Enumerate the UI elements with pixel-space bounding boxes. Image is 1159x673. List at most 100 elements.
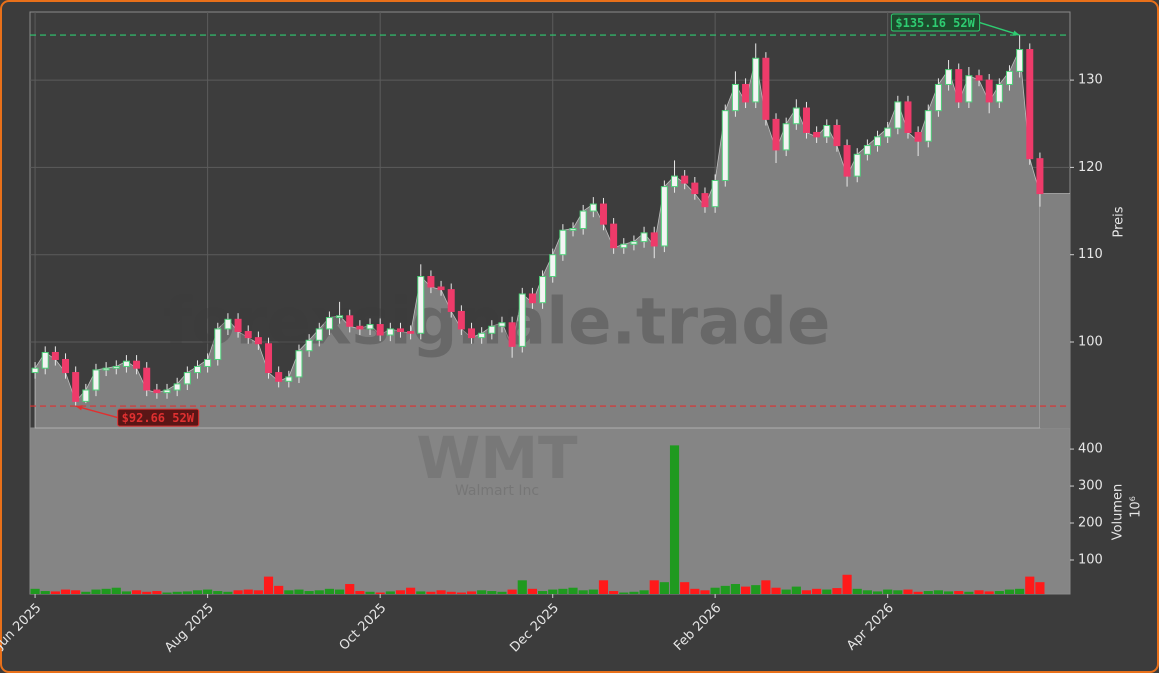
volume-bar — [883, 589, 893, 594]
volume-bar — [700, 590, 710, 594]
volume-bar — [142, 591, 152, 594]
volume-bar — [923, 591, 933, 594]
volume-bar — [1015, 588, 1025, 594]
candle-body — [945, 69, 953, 85]
candle-body — [650, 232, 658, 247]
candle-body — [569, 228, 577, 231]
candle-body — [731, 83, 739, 112]
volume-bar — [680, 582, 690, 594]
candle-body — [92, 369, 100, 391]
y-tick-label: 100 — [1078, 335, 1103, 350]
volume-bar — [284, 590, 294, 594]
candle-body — [975, 75, 983, 81]
volume-bar — [984, 591, 994, 594]
candle-body — [82, 389, 90, 402]
annotation-label: $135.16 52W — [895, 16, 975, 30]
candle-body — [437, 286, 445, 291]
volume-bar — [741, 586, 751, 594]
volume-bar — [233, 590, 243, 594]
volume-bar — [862, 590, 872, 594]
candle-body — [833, 124, 841, 147]
volume-bar — [1035, 582, 1045, 594]
candle-body — [214, 328, 222, 360]
volume-bar — [203, 589, 213, 594]
candle-body — [610, 223, 618, 249]
volume-bar — [324, 588, 334, 594]
candle-body — [549, 254, 557, 278]
candle-body — [41, 351, 49, 369]
candle-body — [681, 175, 689, 184]
volume-bar — [385, 591, 395, 594]
volume-bar — [933, 590, 943, 594]
candle-body — [924, 110, 932, 142]
volume-bar — [466, 591, 477, 594]
candle-body — [62, 358, 70, 374]
candle-body — [478, 332, 486, 339]
volume-bar — [842, 574, 852, 594]
volume-bar — [832, 588, 842, 594]
candle-body — [630, 241, 638, 245]
y2-tick-label: 100 — [1078, 552, 1103, 567]
volume-bar — [639, 590, 649, 594]
volume-bar — [335, 589, 345, 594]
volume-bar — [822, 589, 832, 594]
candle-body — [823, 124, 831, 138]
candle-body — [863, 145, 871, 155]
y-tick-label: 120 — [1078, 160, 1103, 175]
volume-bar — [172, 591, 182, 594]
volume-bar — [568, 587, 578, 594]
volume-bar — [121, 591, 131, 594]
candle-body — [559, 229, 567, 256]
candle-body — [701, 193, 709, 208]
volume-bar — [872, 591, 883, 594]
candle-body — [671, 175, 679, 188]
volume-bar — [558, 588, 568, 594]
candle-body — [1026, 49, 1034, 160]
candle-body — [884, 127, 892, 138]
watermark: forexsignale.trade WMT Walmart Inc — [164, 286, 831, 499]
candle-body — [295, 350, 303, 378]
volume-bar — [578, 590, 588, 594]
candle-body — [640, 232, 648, 243]
annotation-label: $92.66 52W — [122, 411, 195, 425]
y2-tick-label: 400 — [1078, 442, 1103, 457]
candle-body — [234, 318, 242, 333]
volume-bar — [477, 590, 487, 594]
candle-body — [518, 293, 526, 347]
volume-bar — [345, 584, 355, 594]
candle-body — [427, 276, 435, 288]
volume-bar — [781, 589, 791, 594]
volume-bar — [588, 589, 598, 594]
candle-body — [782, 123, 790, 151]
candle-body — [173, 383, 181, 391]
volume-bar — [791, 586, 801, 594]
volume-bar — [497, 591, 507, 594]
volume-bar — [619, 592, 629, 594]
candle-body — [589, 203, 597, 212]
volume-bar — [111, 587, 121, 594]
volume-bar — [598, 580, 609, 594]
candle-body — [742, 83, 750, 103]
volume-bar — [304, 591, 314, 594]
annotation-arrowhead — [75, 405, 83, 411]
volume-bar — [761, 580, 771, 594]
candle-body — [417, 276, 425, 334]
volume-bar — [629, 591, 639, 594]
volume-bar — [50, 591, 60, 594]
annotation-arrow — [979, 21, 1020, 36]
volume-bar — [263, 576, 274, 594]
candle-body — [843, 145, 851, 177]
candle-body — [366, 324, 374, 330]
volume-bar — [71, 590, 81, 594]
watermark-symbol: WMT — [416, 424, 578, 492]
candle-body — [853, 153, 861, 177]
candle-body — [904, 101, 912, 133]
volume-bar — [192, 590, 203, 594]
volume-bar — [538, 591, 548, 594]
volume-bar — [294, 589, 304, 594]
volume-bar — [954, 591, 964, 594]
candle-body — [813, 131, 821, 138]
watermark-company: Walmart Inc — [455, 483, 539, 499]
